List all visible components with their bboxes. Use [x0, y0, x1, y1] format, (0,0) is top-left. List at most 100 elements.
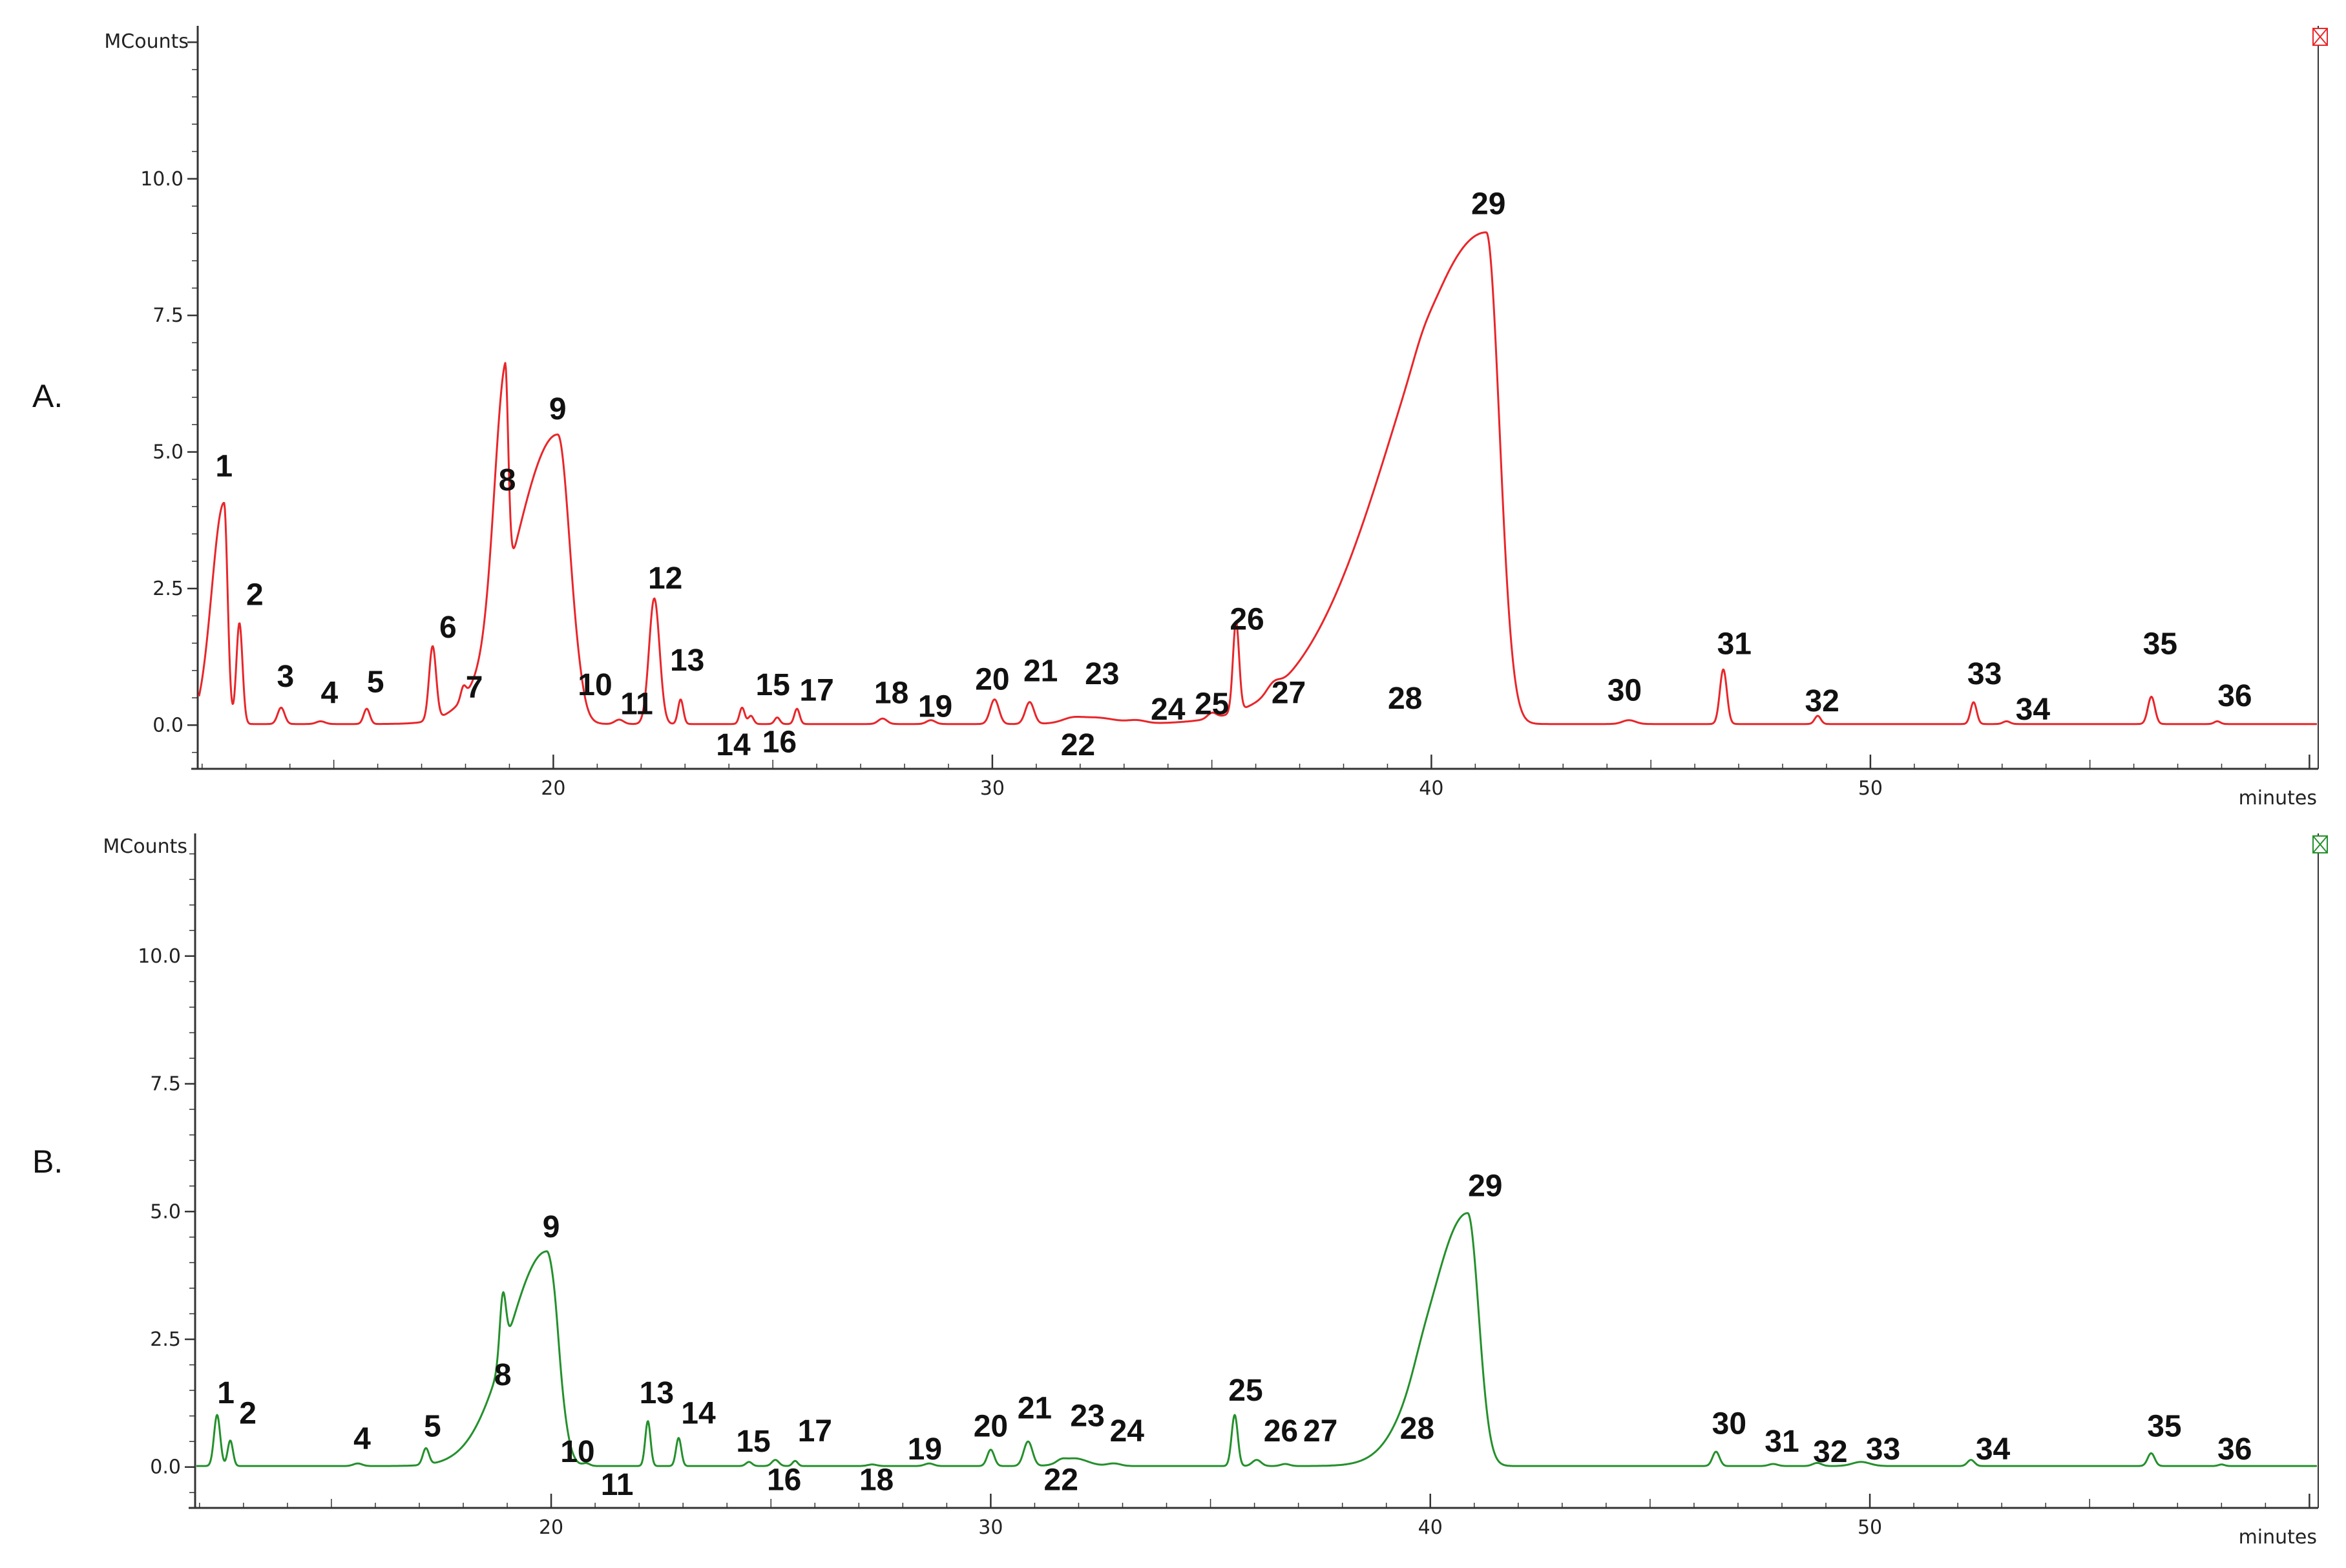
peak-label: 2: [239, 1397, 257, 1431]
peak-label: 26: [1264, 1414, 1298, 1448]
peak-label: 31: [1717, 627, 1752, 661]
red-box-icon[interactable]: [2312, 28, 2328, 46]
peak-label: 24: [1151, 693, 1186, 727]
chromatogram-panel-a: A. MCounts 0.0 2.5 5.0 7.5 10.0 20 30 40 50 min…: [32, 26, 2328, 810]
peak-label: 16: [767, 1463, 801, 1497]
x-tick-label: 30: [980, 777, 1005, 800]
x-tick-label: 50: [1858, 777, 1883, 800]
x-tick-label: 30: [978, 1516, 1003, 1539]
peak-label: 4: [353, 1422, 371, 1456]
peak-label: 13: [640, 1376, 674, 1410]
peak-label: 30: [1608, 673, 1642, 707]
y-tick-label: 0.0: [152, 714, 183, 737]
peak-label: 12: [648, 561, 682, 596]
peak-label: 1: [217, 1376, 235, 1410]
peak-label: 22: [1044, 1463, 1078, 1497]
peak-label: 21: [1023, 654, 1058, 689]
peak-label: 34: [1976, 1432, 2011, 1467]
peak-label: 15: [736, 1425, 770, 1459]
peak-label: 26: [1230, 602, 1264, 636]
peak-label: 7: [466, 671, 483, 705]
peak-label: 4: [320, 676, 338, 711]
peak-label: 29: [1471, 187, 1505, 222]
y-tick-label: 10.0: [138, 945, 181, 968]
peak-label: 10: [560, 1435, 594, 1469]
y-axis-a: 0.0 2.5 5.0 7.5 10.0: [140, 26, 2319, 769]
peak-label: 13: [670, 643, 704, 678]
panel-label-b: B.: [32, 1144, 63, 1180]
peak-label: 19: [908, 1432, 942, 1467]
x-tick-label: 50: [1858, 1516, 1882, 1539]
peak-label: 31: [1765, 1425, 1799, 1459]
x-tick-label: 40: [1419, 777, 1443, 800]
y-tick-label: 10.0: [140, 168, 183, 191]
peak-label: 14: [681, 1397, 716, 1431]
chromatogram-trace-b: [196, 1212, 2318, 1467]
peak-label: 8: [499, 463, 516, 497]
chromatogram-panel-b: B. MCounts 0.0 2.5 5.0 7.5 10.0 20 30 40 50 min…: [32, 833, 2328, 1549]
peak-label: 32: [1813, 1435, 1847, 1469]
peak-label: 16: [762, 726, 797, 760]
x-tick-label: 40: [1418, 1516, 1443, 1539]
peak-label: 3: [277, 660, 295, 694]
peak-label: 27: [1272, 676, 1306, 711]
peak-label: 10: [578, 668, 612, 702]
y-tick-label: 0.0: [150, 1456, 181, 1479]
peak-label: 22: [1061, 728, 1095, 762]
peak-label: 19: [918, 690, 952, 724]
peak-label: 23: [1085, 657, 1119, 691]
x-axis-a: 20 30 40 50: [191, 755, 2318, 800]
peak-label: 34: [2016, 693, 2051, 727]
peak-label: 18: [859, 1463, 894, 1497]
peak-label: 6: [439, 611, 457, 645]
y-tick-label: 5.0: [150, 1200, 181, 1223]
y-tick-label: 2.5: [150, 1328, 181, 1351]
peak-label: 33: [1866, 1432, 1900, 1467]
panel-label-a: A.: [32, 378, 63, 414]
y-unit-label-b: MCounts: [103, 835, 187, 858]
peak-label: 17: [798, 1414, 832, 1448]
peak-label: 2: [246, 578, 264, 612]
peak-label: 17: [799, 673, 833, 707]
peak-label: 35: [2147, 1409, 2181, 1443]
peak-label: 24: [1110, 1414, 1145, 1448]
peak-label: 25: [1228, 1374, 1262, 1408]
peak-label: 8: [494, 1358, 512, 1392]
x-tick-label: 20: [539, 1516, 563, 1539]
peak-label: 32: [1805, 684, 1839, 718]
peak-label: 11: [601, 1468, 634, 1502]
y-tick-label: 2.5: [152, 578, 183, 600]
peak-label: 30: [1712, 1406, 1746, 1441]
peak-label: 20: [975, 662, 1009, 696]
peak-label: 35: [2143, 627, 2177, 661]
y-tick-label: 5.0: [152, 441, 183, 464]
peak-label: 36: [2217, 679, 2252, 713]
peak-label: 9: [543, 1210, 560, 1244]
peak-label: 29: [1468, 1169, 1502, 1204]
chromatogram-trace-a: [198, 231, 2318, 726]
y-axis-b: 0.0 2.5 5.0 7.5 10.0: [138, 833, 2319, 1508]
x-unit-label-a: minutes: [2239, 787, 2317, 810]
peak-label: 28: [1388, 682, 1422, 716]
peak-label: 5: [424, 1409, 441, 1443]
x-unit-label-b: minutes: [2239, 1526, 2317, 1549]
peak-label: 21: [1018, 1392, 1052, 1426]
peak-label: 20: [974, 1409, 1008, 1443]
x-tick-label: 20: [541, 777, 565, 800]
peak-label: 5: [367, 665, 384, 700]
x-axis-b: 20 30 40 50: [189, 1494, 2318, 1539]
peak-label: 23: [1070, 1399, 1104, 1433]
peak-label: 28: [1400, 1412, 1434, 1446]
green-box-icon[interactable]: [2312, 835, 2328, 853]
y-tick-label: 7.5: [150, 1073, 181, 1096]
y-tick-label: 7.5: [152, 304, 183, 327]
peak-label: 11: [620, 687, 653, 721]
y-unit-label-a: MCounts: [104, 30, 189, 53]
peak-label: 14: [716, 728, 751, 762]
peak-label: 15: [755, 668, 790, 702]
peak-label: 18: [874, 676, 908, 711]
peak-label: 25: [1195, 687, 1229, 721]
